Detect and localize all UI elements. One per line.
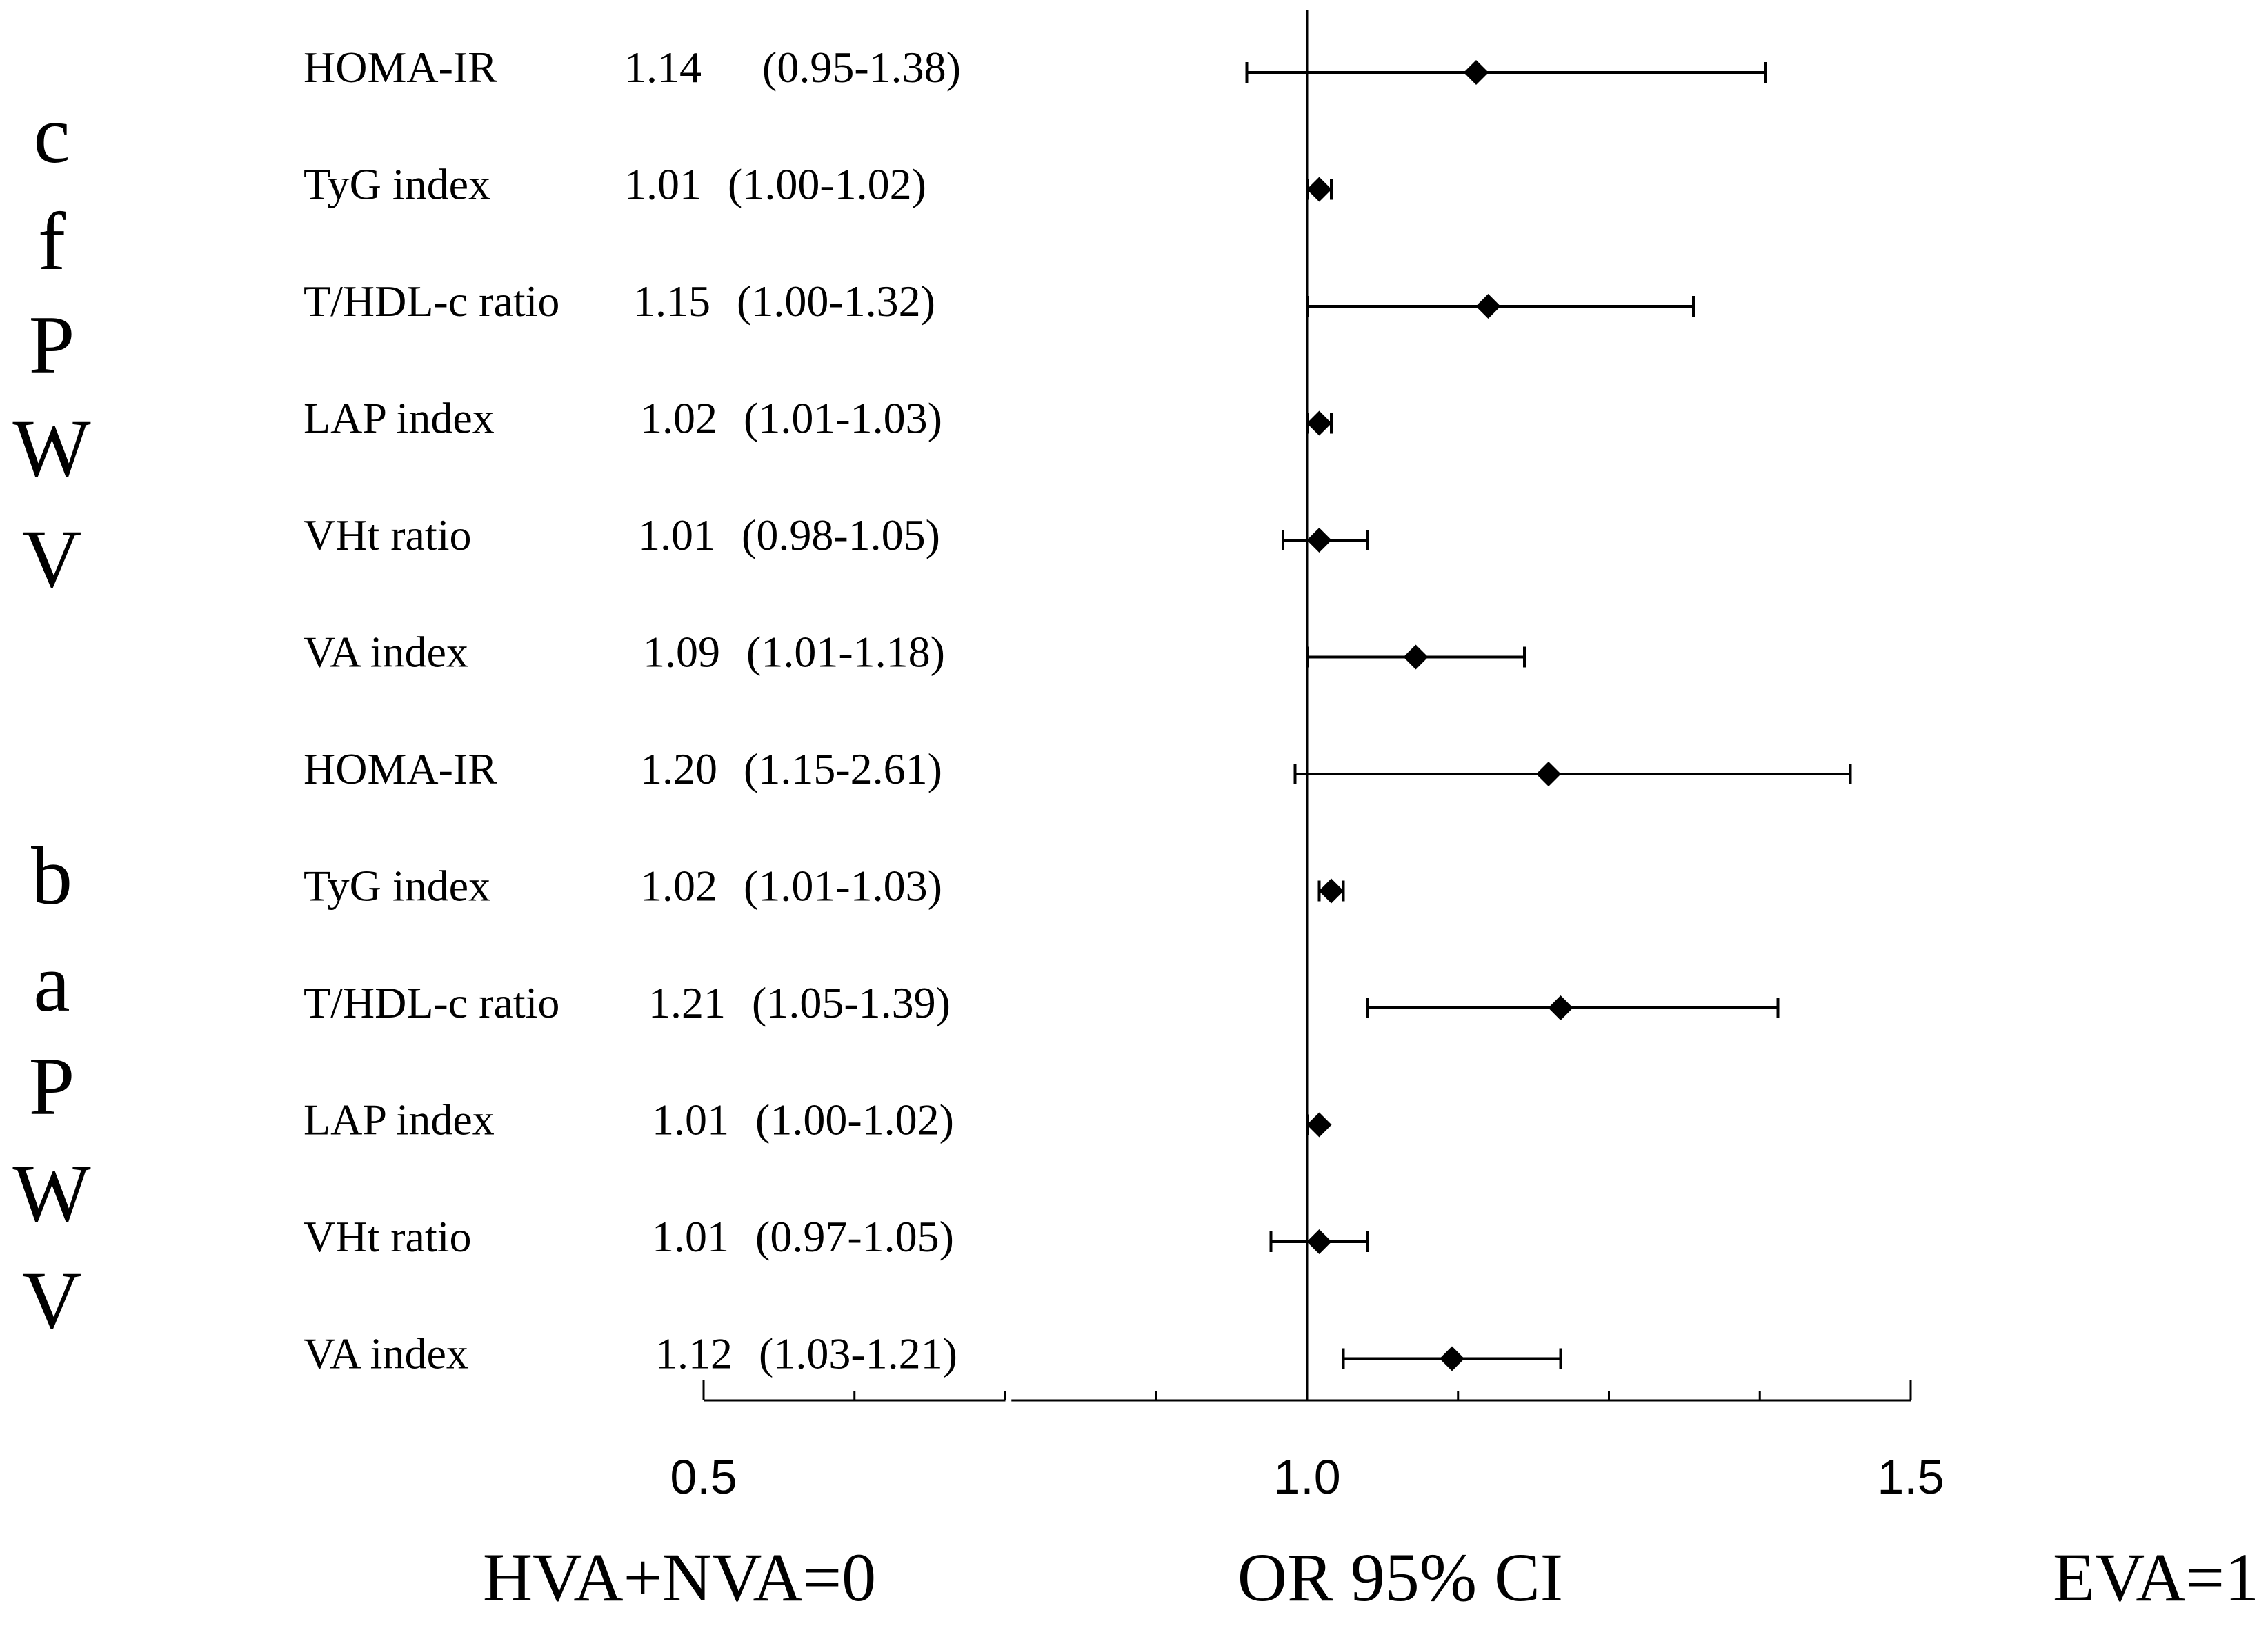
row-or-value: 1.02	[640, 862, 717, 911]
row-ci-value: (0.95-1.38)	[762, 43, 961, 92]
row-or-value: 1.21	[648, 978, 726, 1027]
row-labels: HOMA-IR 1.14 (0.95-1.38) TyG index 1.01 (1.00…	[304, 43, 961, 1378]
row-ci-value: (1.01-1.18)	[746, 628, 945, 677]
or-point-diamond	[1403, 644, 1429, 670]
or-point-diamond	[1306, 177, 1332, 202]
forest-marks	[1245, 60, 1852, 1371]
row-name: VHt ratio	[304, 510, 472, 559]
row-name: HOMA-IR	[304, 43, 497, 92]
row-name: TyG index	[304, 160, 490, 209]
row-ci-value: (1.01-1.03)	[744, 862, 942, 911]
row-ci-value: (1.03-1.21)	[759, 1329, 957, 1378]
row-name: VA index	[304, 628, 468, 677]
x-tick-label: 1.0	[1273, 1450, 1340, 1504]
row-or-value: 1.01	[652, 1212, 729, 1261]
x-axis: 0.5 1.0 1.5	[670, 10, 1944, 1504]
group-letter: W	[12, 402, 91, 494]
row-ci-value: (0.98-1.05)	[742, 510, 940, 559]
group-letter: P	[29, 1040, 75, 1132]
group-letter: V	[22, 1254, 82, 1346]
row-name: VHt ratio	[304, 1212, 472, 1261]
row-or-value: 1.20	[640, 744, 717, 793]
x-title-left: HVA+NVA=0	[483, 1539, 876, 1616]
or-point-diamond	[1306, 528, 1332, 553]
row-or-value: 1.01	[652, 1095, 729, 1144]
or-point-diamond	[1306, 1229, 1332, 1254]
row-ci-value: (0.97-1.05)	[755, 1212, 954, 1261]
row-ci-value: (1.00-1.32)	[737, 277, 935, 326]
x-title-right: EVA=1	[2053, 1539, 2259, 1616]
row-name: VA index	[304, 1329, 468, 1378]
group-letter: b	[31, 830, 72, 922]
or-point-diamond	[1464, 60, 1489, 85]
row-name: T/HDL-c ratio	[304, 277, 559, 326]
row-or-value: 1.09	[643, 628, 720, 677]
row-ci-value: (1.15-2.61)	[744, 744, 942, 793]
row-or-value: 1.15	[633, 277, 710, 326]
row-name: HOMA-IR	[304, 744, 497, 793]
or-point-diamond	[1306, 410, 1332, 436]
x-tick-label: 0.5	[670, 1450, 737, 1504]
group-letter: P	[29, 299, 75, 390]
row-name: LAP index	[304, 394, 495, 443]
row-name: T/HDL-c ratio	[304, 978, 559, 1027]
row-ci-value: (1.05-1.39)	[752, 978, 951, 1027]
row-or-value: 1.01	[624, 160, 702, 209]
group-letter: a	[33, 937, 70, 1029]
group-letter: W	[12, 1147, 91, 1239]
x-tick-label: 1.5	[1877, 1450, 1944, 1504]
x-axis-titles: HVA+NVA=0 OR 95% CI EVA=1	[483, 1539, 2259, 1616]
row-name: TyG index	[304, 862, 490, 911]
or-point-diamond	[1475, 294, 1501, 319]
or-point-diamond	[1536, 762, 1561, 786]
row-or-value: 1.01	[638, 510, 715, 559]
group-letter: c	[33, 88, 70, 180]
row-or-value: 1.14	[624, 43, 702, 92]
row-or-value: 1.02	[640, 394, 717, 443]
or-point-diamond	[1319, 878, 1344, 904]
x-title-center: OR 95% CI	[1237, 1539, 1563, 1616]
row-ci-value: (1.00-1.02)	[728, 160, 926, 209]
row-ci-value: (1.01-1.03)	[744, 394, 942, 443]
group-letter: V	[22, 513, 82, 604]
row-or-value: 1.12	[655, 1329, 733, 1378]
or-point-diamond	[1306, 1112, 1332, 1138]
row-name: LAP index	[304, 1095, 495, 1144]
or-point-diamond	[1548, 995, 1573, 1020]
or-point-diamond	[1440, 1346, 1464, 1371]
row-ci-value: (1.00-1.02)	[755, 1095, 954, 1144]
group-letter: f	[38, 195, 66, 287]
